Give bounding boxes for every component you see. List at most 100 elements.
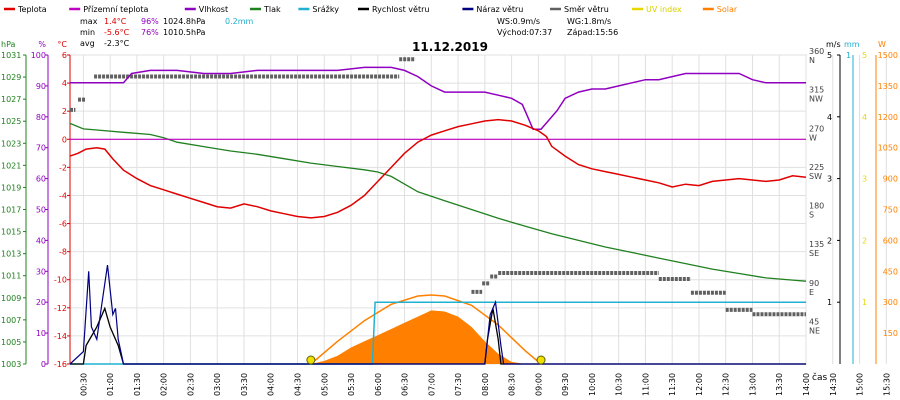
legend-label-feels: Přízemní teplota: [83, 5, 148, 14]
wind-gust-line: [69, 265, 806, 365]
dir-tick-name: NW: [809, 95, 823, 104]
press-tick-label: 1017: [1, 206, 21, 215]
x-tick-label: 07:30: [454, 373, 463, 396]
legend-label-rain: Srážky: [312, 5, 339, 14]
press-tick-label: 1031: [1, 51, 21, 60]
x-tick-label: 05:30: [347, 373, 356, 396]
rain-tick-label: 1: [846, 51, 851, 60]
x-tick-label: 06:30: [401, 373, 410, 396]
wind-tick-label: 1: [827, 298, 832, 307]
stat-wg: WG:1.8m/s: [567, 17, 611, 26]
press-unit-label: hPa: [1, 40, 16, 49]
x-tick-label: 15:30: [882, 373, 891, 396]
dir-tick-name: SW: [809, 172, 822, 181]
legend-label-wind: Rychlost větru: [372, 5, 429, 14]
solar-tick-label: 150: [883, 329, 898, 338]
x-tick-label: 08:30: [508, 373, 517, 396]
hum-tick-label: 30: [36, 267, 46, 276]
hum-tick-label: 60: [36, 175, 46, 184]
temp-tick-label: -6: [59, 220, 67, 229]
press-tick-label: 1023: [1, 139, 21, 148]
uv-tick-label: 3: [862, 175, 867, 184]
hum-tick-label: 20: [36, 298, 46, 307]
press-tick-label: 1027: [1, 95, 21, 104]
solar-unit-label: W: [878, 40, 886, 49]
uv-tick-label: 4: [862, 113, 867, 122]
press-tick-label: 1015: [1, 228, 21, 237]
solar-theory-line: [310, 294, 542, 365]
hum-unit-label: %: [38, 40, 46, 49]
temp-unit-label: °C: [57, 40, 67, 49]
dir-tick-label: 180: [809, 202, 824, 211]
hum-tick-label: 80: [36, 113, 46, 122]
stat-avg-label: avg: [80, 39, 95, 48]
solar-tick-label: 750: [883, 206, 898, 215]
uv-tick-label: 1: [862, 298, 867, 307]
legend: Teplota Přízemní teplota Vlhkost Tlak Srážky…: [4, 5, 738, 14]
uv-tick-label: 2: [862, 236, 867, 245]
press-tick-label: 1013: [1, 250, 21, 259]
solar-tick-label: 450: [883, 267, 898, 276]
x-tick-label: 11:30: [668, 373, 677, 396]
stat-avg-temp: -2.3°C: [104, 39, 130, 48]
solar-tick-label: 1050: [878, 144, 898, 153]
temp-tick-label: 4: [62, 79, 67, 88]
dir-tick-name: NE: [809, 326, 820, 335]
sunrise-marker: [306, 355, 316, 365]
solar-tick-label: 600: [883, 236, 898, 245]
dir-tick-label: 135: [809, 240, 824, 249]
plot-area: [69, 57, 807, 365]
stat-sunset: Západ:15:56: [567, 28, 618, 37]
solar-tick-label: 900: [883, 175, 898, 184]
legend-label-press: Tlak: [263, 5, 281, 14]
temp-tick-label: -10: [54, 276, 67, 285]
chart-title: 11.12.2019: [412, 40, 488, 54]
dir-tick-label: 315: [809, 86, 824, 95]
legend-label-temp: Teplota: [17, 5, 47, 14]
wind-tick-label: 5: [827, 51, 832, 60]
stat-max-hum: 96%: [141, 17, 159, 26]
x-tick-label: 04:30: [293, 373, 302, 396]
uv-tick-label: 5: [862, 51, 867, 60]
hum-tick-label: 100: [31, 51, 46, 60]
x-tick-label: 03:00: [213, 373, 222, 396]
x-tick-label: 12:00: [695, 373, 704, 396]
stat-max-label: max: [80, 17, 98, 26]
x-tick-label: 05:00: [320, 373, 329, 396]
press-tick-label: 1007: [1, 316, 21, 325]
stat-rain-total: 0.2mm: [225, 17, 254, 26]
wind-unit-label: m/s: [826, 40, 841, 49]
temp-tick-label: -8: [59, 248, 67, 257]
x-tick-label: 15:00: [856, 373, 865, 396]
press-tick-label: 1009: [1, 294, 21, 303]
x-tick-label: 13:00: [748, 373, 757, 396]
press-tick-label: 1029: [1, 73, 21, 82]
temp-tick-label: -12: [54, 304, 67, 313]
sunset-marker: [536, 355, 546, 365]
temp-tick-label: -14: [54, 332, 67, 341]
legend-label-solar: Solar: [717, 5, 738, 14]
x-tick-label: 03:30: [240, 373, 249, 396]
dir-tick-name: W: [809, 133, 817, 142]
x-tick-label: 02:30: [186, 373, 195, 396]
x-tick-label: 09:00: [534, 373, 543, 396]
x-tick-label: 00:30: [79, 373, 88, 396]
press-tick-label: 1011: [1, 272, 21, 281]
dir-tick-label: 90: [809, 279, 819, 288]
dir-tick-label: 360: [809, 47, 824, 56]
temp-tick-label: -2: [59, 163, 67, 172]
x-tick-label: 10:00: [588, 373, 597, 396]
stats-panel: max 1.4°C 96% 1024.8hPa 0.2mm min -5.6°C…: [80, 17, 618, 48]
solar-tick-label: 1500: [878, 51, 898, 60]
temp-tick-label: -16: [54, 360, 67, 369]
press-tick-label: 1003: [1, 360, 21, 369]
stat-sunrise: Východ:07:37: [497, 28, 552, 37]
wind-tick-label: 3: [827, 175, 832, 184]
hum-tick-label: 70: [36, 144, 46, 153]
legend-label-hum: Vlhkost: [199, 5, 228, 14]
x-tick-label: 08:00: [481, 373, 490, 396]
temperature-line: [69, 118, 807, 219]
hum-tick-label: 40: [36, 236, 46, 245]
stat-min-temp: -5.6°C: [104, 28, 130, 37]
